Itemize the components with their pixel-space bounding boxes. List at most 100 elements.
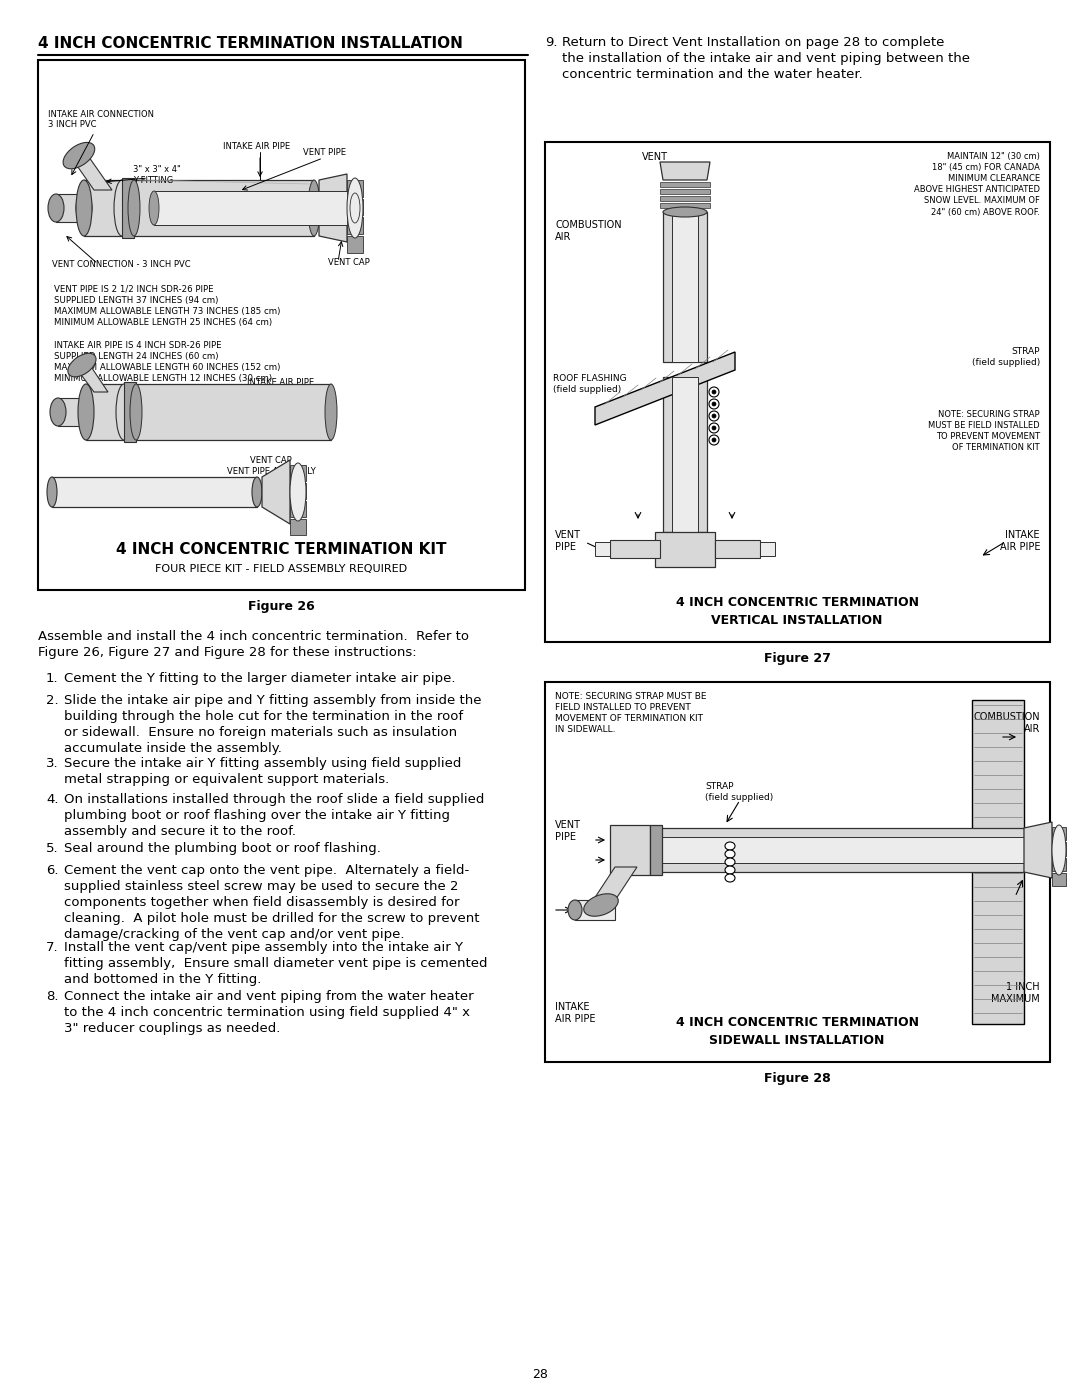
- Text: MAINTAIN 12" (30 cm)
18" (45 cm) FOR CANADA
MINIMUM CLEARANCE
ABOVE HIGHEST ANTI: MAINTAIN 12" (30 cm) 18" (45 cm) FOR CAN…: [914, 152, 1040, 217]
- Ellipse shape: [325, 384, 337, 440]
- Polygon shape: [70, 155, 112, 190]
- Text: VENT CAP: VENT CAP: [328, 258, 369, 267]
- Text: 1 INCH
MAXIMUM: 1 INCH MAXIMUM: [991, 982, 1040, 1004]
- Bar: [58, 398, 86, 426]
- Bar: [1052, 827, 1066, 841]
- Polygon shape: [1024, 821, 1052, 877]
- Text: INTAKE
AIR PIPE: INTAKE AIR PIPE: [999, 529, 1040, 552]
- Bar: [672, 377, 698, 532]
- Ellipse shape: [114, 180, 130, 236]
- Bar: [291, 502, 306, 517]
- Bar: [38, 60, 525, 590]
- Bar: [291, 520, 306, 535]
- Ellipse shape: [725, 875, 735, 882]
- Polygon shape: [590, 868, 637, 905]
- Bar: [136, 384, 330, 440]
- Bar: [52, 476, 257, 507]
- Text: Figure 27: Figure 27: [764, 652, 831, 665]
- Ellipse shape: [129, 180, 140, 236]
- Ellipse shape: [712, 390, 716, 394]
- Text: VENT
PIPE: VENT PIPE: [555, 820, 581, 842]
- Ellipse shape: [708, 387, 719, 397]
- Ellipse shape: [308, 180, 320, 236]
- Text: INTAKE AIR PIPE
Y FITTING ASSEMBLY: INTAKE AIR PIPE Y FITTING ASSEMBLY: [238, 379, 324, 398]
- Text: Figure 26: Figure 26: [247, 599, 314, 613]
- Bar: [545, 142, 1050, 643]
- Ellipse shape: [568, 900, 582, 921]
- Text: Cement the Y fitting to the larger diameter intake air pipe.: Cement the Y fitting to the larger diame…: [64, 672, 456, 685]
- Ellipse shape: [725, 866, 735, 875]
- Bar: [122, 177, 134, 237]
- Text: VERTICAL INSTALLATION: VERTICAL INSTALLATION: [712, 615, 882, 627]
- Text: Figure 28: Figure 28: [764, 1071, 831, 1085]
- Text: 9.: 9.: [545, 36, 557, 49]
- Bar: [715, 541, 760, 557]
- Text: FOUR PIECE KIT - FIELD ASSEMBLY REQUIRED: FOUR PIECE KIT - FIELD ASSEMBLY REQUIRED: [154, 564, 407, 574]
- Bar: [650, 828, 1024, 872]
- Ellipse shape: [291, 462, 306, 521]
- Text: 1.: 1.: [46, 672, 58, 685]
- Ellipse shape: [725, 858, 735, 866]
- Bar: [347, 236, 363, 253]
- Text: 6.: 6.: [46, 863, 58, 877]
- Ellipse shape: [347, 177, 363, 237]
- Polygon shape: [319, 175, 347, 242]
- Text: VENT CAP
VENT PIPE ASSEMBLY: VENT CAP VENT PIPE ASSEMBLY: [227, 455, 315, 476]
- Text: 8.: 8.: [46, 990, 58, 1003]
- Bar: [545, 682, 1050, 1062]
- Polygon shape: [660, 162, 710, 180]
- Text: Seal around the plumbing boot or roof flashing.: Seal around the plumbing boot or roof fl…: [64, 842, 381, 855]
- Bar: [972, 700, 1024, 1024]
- Text: ROOF FLASHING
(field supplied): ROOF FLASHING (field supplied): [553, 374, 626, 394]
- Ellipse shape: [76, 194, 92, 222]
- Bar: [663, 377, 707, 532]
- Bar: [610, 541, 660, 557]
- Ellipse shape: [725, 842, 735, 849]
- Text: NOTE: SECURING STRAP MUST BE
FIELD INSTALLED TO PREVENT
MOVEMENT OF TERMINATION : NOTE: SECURING STRAP MUST BE FIELD INSTA…: [555, 692, 706, 735]
- Text: 28: 28: [532, 1368, 548, 1382]
- Ellipse shape: [50, 398, 66, 426]
- Bar: [134, 180, 314, 236]
- Bar: [154, 191, 349, 225]
- Bar: [760, 542, 775, 556]
- Text: 2.: 2.: [46, 694, 58, 707]
- Text: COMBUSTION
AIR: COMBUSTION AIR: [555, 219, 622, 243]
- Bar: [347, 198, 363, 215]
- Ellipse shape: [663, 207, 707, 217]
- Text: Secure the intake air Y fitting assembly using field supplied
metal strapping or: Secure the intake air Y fitting assembly…: [64, 757, 461, 787]
- Bar: [595, 542, 610, 556]
- Text: VENT
PIPE: VENT PIPE: [555, 529, 581, 552]
- Bar: [660, 182, 710, 187]
- Text: 5.: 5.: [46, 842, 58, 855]
- Ellipse shape: [149, 191, 159, 225]
- Bar: [347, 180, 363, 197]
- Text: STRAP
(field supplied): STRAP (field supplied): [705, 782, 773, 802]
- Ellipse shape: [712, 414, 716, 418]
- Bar: [660, 196, 710, 201]
- Ellipse shape: [48, 476, 57, 507]
- Ellipse shape: [712, 402, 716, 407]
- Text: STRAP
(field supplied): STRAP (field supplied): [972, 346, 1040, 367]
- Polygon shape: [73, 365, 108, 393]
- Ellipse shape: [712, 439, 716, 441]
- Text: Return to Direct Vent Installation on page 28 to complete
the installation of th: Return to Direct Vent Installation on pa…: [562, 36, 970, 81]
- Text: 4 INCH CONCENTRIC TERMINATION: 4 INCH CONCENTRIC TERMINATION: [675, 1016, 918, 1030]
- Bar: [654, 837, 1024, 863]
- Polygon shape: [262, 460, 291, 524]
- Ellipse shape: [708, 411, 719, 420]
- Bar: [672, 212, 698, 362]
- Text: Cement the vent cap onto the vent pipe.  Alternately a field-
supplied stainless: Cement the vent cap onto the vent pipe. …: [64, 863, 480, 940]
- Text: 4 INCH CONCENTRIC TERMINATION: 4 INCH CONCENTRIC TERMINATION: [675, 597, 918, 609]
- Ellipse shape: [708, 400, 719, 409]
- Bar: [291, 483, 306, 499]
- Bar: [663, 212, 707, 362]
- Text: 3.: 3.: [46, 757, 58, 770]
- Bar: [84, 180, 122, 236]
- Bar: [575, 900, 615, 921]
- Text: COMBUSTION
AIR: COMBUSTION AIR: [973, 712, 1040, 735]
- Text: VENT PIPE IS 2 1/2 INCH SDR-26 PIPE
SUPPLIED LENGTH 37 INCHES (94 cm)
MAXIMUM AL: VENT PIPE IS 2 1/2 INCH SDR-26 PIPE SUPP…: [54, 285, 281, 327]
- Ellipse shape: [76, 180, 92, 236]
- Bar: [124, 381, 136, 441]
- Bar: [56, 194, 84, 222]
- Text: INTAKE AIR CONNECTION
3 INCH PVC: INTAKE AIR CONNECTION 3 INCH PVC: [48, 110, 154, 175]
